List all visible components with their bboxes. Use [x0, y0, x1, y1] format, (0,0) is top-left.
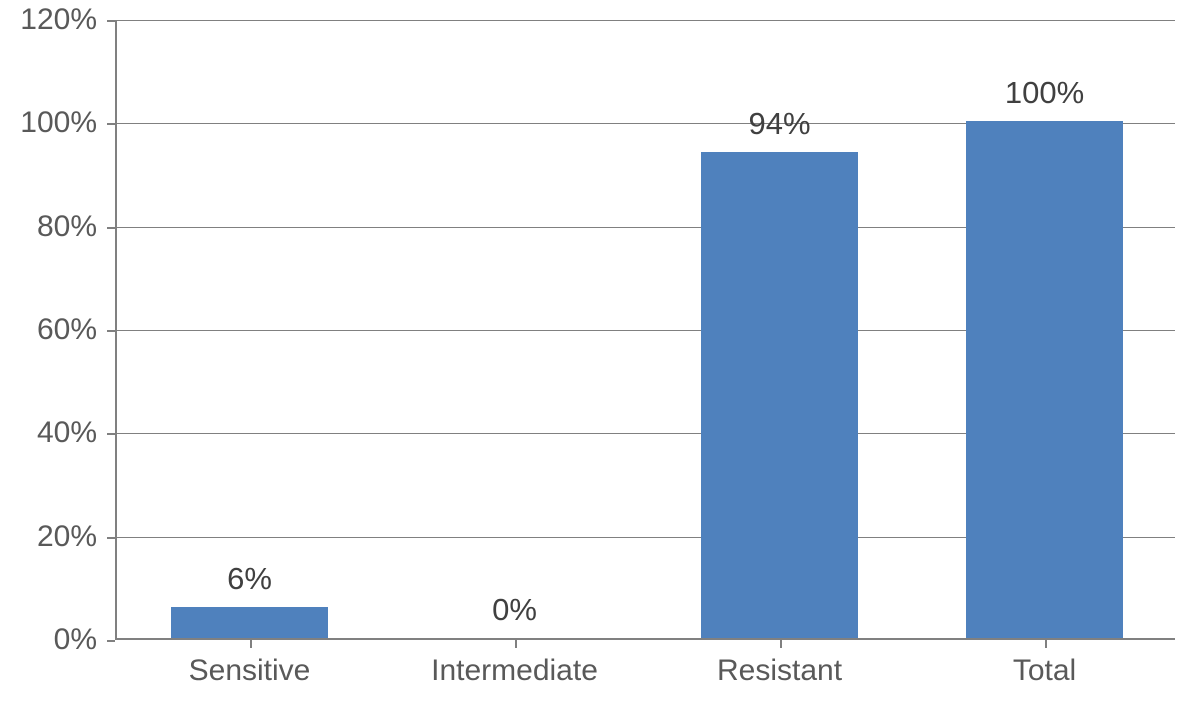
y-tick-mark: [107, 330, 115, 332]
x-tick-mark: [1045, 640, 1047, 648]
y-tick-label: 120%: [20, 3, 97, 37]
x-tick-mark: [250, 640, 252, 648]
bar-chart: 0% 20% 40% 60% 80% 100% 120% Sensitive 6% Interme…: [0, 0, 1200, 714]
x-tick-mark: [780, 640, 782, 648]
bar-value-label: 94%: [748, 106, 810, 142]
x-tick-label: Resistant: [717, 654, 842, 688]
bar: [701, 152, 857, 638]
x-tick-label: Intermediate: [431, 654, 598, 688]
bar-value-label: 0%: [492, 592, 537, 628]
y-tick-label: 20%: [37, 520, 97, 554]
y-tick-label: 0%: [54, 623, 97, 657]
y-tick-label: 80%: [37, 210, 97, 244]
x-tick-label: Total: [1013, 654, 1076, 688]
gridline: [117, 20, 1175, 21]
x-tick-mark: [515, 640, 517, 648]
y-tick-mark: [107, 640, 115, 642]
y-tick-mark: [107, 123, 115, 125]
y-tick-mark: [107, 227, 115, 229]
y-tick-mark: [107, 537, 115, 539]
y-tick-mark: [107, 433, 115, 435]
y-tick-label: 40%: [37, 416, 97, 450]
y-tick-label: 100%: [20, 106, 97, 140]
plot-area: 0%20%40%60%80%100%120%Sensitive6%Interme…: [115, 20, 1175, 640]
bar-value-label: 100%: [1005, 75, 1084, 111]
bar: [966, 121, 1122, 638]
x-tick-label: Sensitive: [189, 654, 311, 688]
y-tick-label: 60%: [37, 313, 97, 347]
y-tick-mark: [107, 20, 115, 22]
bar: [171, 607, 327, 638]
bar-value-label: 6%: [227, 561, 272, 597]
